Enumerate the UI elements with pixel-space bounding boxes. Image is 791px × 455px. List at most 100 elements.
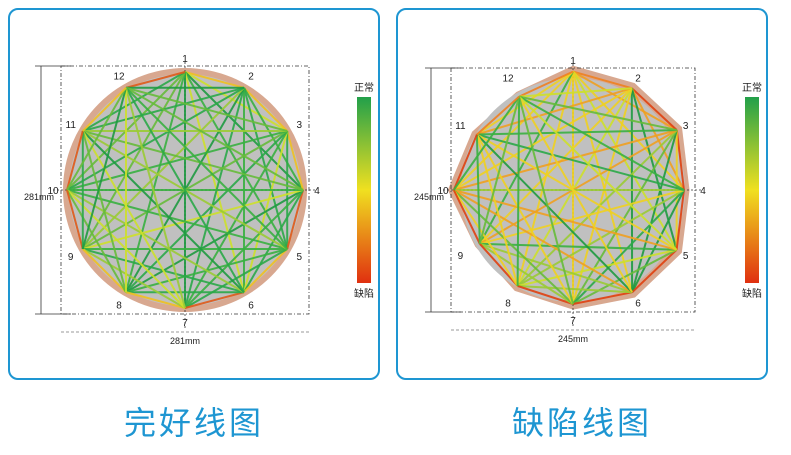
chord-9-12 [81,87,127,250]
chord-4-11 [476,133,685,191]
chord-7-8 [125,291,186,309]
chord-3-10 [66,130,288,191]
node-label-11: 11 [455,121,466,132]
chord-9-11 [475,134,481,244]
chord-8-11 [81,130,127,293]
chord-11-12 [82,87,127,132]
chord-6-7 [572,291,633,305]
chord-2-3 [631,87,678,131]
chord-4-5 [286,189,304,250]
chord-2-9 [82,87,245,250]
node-label-5: 5 [683,251,689,262]
chord-2-3 [243,87,288,132]
chord-8-11 [475,134,519,287]
node-label-1: 1 [570,56,576,67]
scale-label-normal: 正常 [742,81,762,94]
chord-1-9 [478,71,574,245]
chord-4-12 [125,86,304,191]
chord-7-12 [518,96,574,305]
chord-8-9 [479,243,519,287]
dimension-label-v: 245mm [414,192,444,202]
scale-label-defect: 缺陷 [354,287,374,300]
node-label-4: 4 [700,186,706,197]
chord-7-11 [476,134,574,305]
chord-4-11 [82,130,304,191]
chord-11-12 [476,95,520,136]
node-label-12: 12 [113,72,125,83]
panel-intact: 1 2 3 4 5 6 7 8 9 10 11 12 281mm 281mm 正常 缺陷 [8,8,380,380]
chord-5-9 [479,242,677,251]
chord-1-8 [516,71,574,287]
chord-1-10 [453,70,574,191]
chord-1-6 [572,71,634,293]
node-label-8: 8 [116,300,122,311]
chord-1-12 [518,70,574,98]
chord-3-12 [125,86,288,132]
chord-1-2 [572,70,633,90]
chord-9-12 [478,96,521,245]
chord-5-12 [125,87,288,250]
node-label-6: 6 [248,300,254,311]
chord-5-12 [518,95,678,251]
chord-3-4 [286,130,304,191]
scale-label-normal: 正常 [354,81,374,94]
chord-4-9 [479,189,685,245]
chord-5-11 [476,133,678,251]
chord-5-10 [66,189,288,250]
chord-5-7 [572,248,678,305]
chord-3-8 [125,130,288,293]
chord-3-10 [453,129,678,191]
chord-2-4 [630,87,685,191]
chord-1-2 [184,71,245,89]
node-label-1: 1 [182,54,188,65]
chord-7-9 [82,248,186,309]
chord-7-11 [81,130,186,309]
scale-label-defect: 缺陷 [742,287,762,300]
chord-3-6 [631,129,678,293]
chord-6-12 [125,87,245,293]
chord-5-8 [517,248,677,287]
node-label-5: 5 [297,252,303,263]
node-label-9: 9 [68,252,74,263]
chord-6-8 [517,285,633,294]
chord-9-10 [66,189,84,250]
chord-3-8 [516,129,678,287]
chord-5-6 [631,249,678,294]
node-label-7: 7 [570,316,576,327]
node-label-4: 4 [314,186,320,197]
chord-3-4 [675,129,685,191]
panel-defect: 1 2 3 4 5 6 7 8 9 10 11 12 245mm 245mm 正常 缺陷 [396,8,768,380]
chord-10-11 [452,134,478,191]
node-label-3: 3 [683,121,689,132]
chord-1-6 [184,71,245,293]
dimension-label-h: 245mm [558,334,588,344]
chord-6-9 [479,242,633,294]
chord-8-10 [66,189,127,293]
chord-3-7 [572,129,678,305]
dimension-label-h: 281mm [170,336,200,346]
caption-defect: 缺陷线图 [511,404,652,442]
quality-color-scale [745,97,759,283]
node-label-7: 7 [182,318,188,329]
chord-2-8 [516,87,633,287]
chord-1-8 [125,71,186,293]
chord-10-12 [66,87,127,191]
chord-10-11 [66,130,84,191]
chord-1-12 [125,71,186,89]
node-label-10: 10 [437,186,449,197]
node-label-11: 11 [66,120,77,131]
quality-color-scale [357,97,371,283]
chord-8-10 [452,189,519,287]
chord-6-11 [82,130,245,293]
chord-8-9 [82,248,127,293]
node-label-9: 9 [458,251,464,262]
node-label-8: 8 [505,299,511,310]
chord-7-10 [453,189,574,305]
node-label-2: 2 [635,73,641,84]
chord-7-8 [517,285,574,305]
chord-4-5 [675,189,685,250]
chord-10-12 [452,96,520,191]
node-label-3: 3 [297,120,303,131]
chord-9-10 [452,189,481,245]
